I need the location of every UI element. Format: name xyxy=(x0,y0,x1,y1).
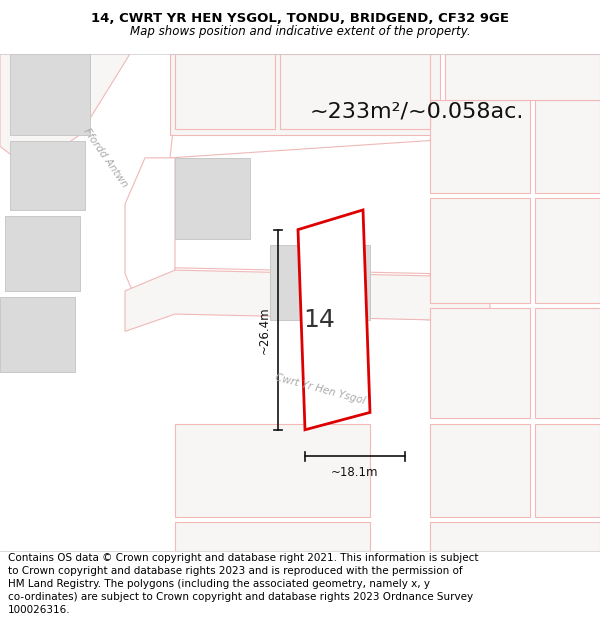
Polygon shape xyxy=(170,94,440,158)
Polygon shape xyxy=(430,424,530,516)
Polygon shape xyxy=(298,210,370,430)
Polygon shape xyxy=(175,54,275,129)
Text: 14, CWRT YR HEN YSGOL, TONDU, BRIDGEND, CF32 9GE: 14, CWRT YR HEN YSGOL, TONDU, BRIDGEND, … xyxy=(91,12,509,25)
Polygon shape xyxy=(0,54,130,169)
Polygon shape xyxy=(5,216,80,291)
Polygon shape xyxy=(430,522,600,551)
Text: ~26.4m: ~26.4m xyxy=(257,306,271,354)
Polygon shape xyxy=(430,100,530,192)
Text: ~18.1m: ~18.1m xyxy=(331,466,379,479)
Text: Cwrt Yr Hen Ysgol: Cwrt Yr Hen Ysgol xyxy=(274,372,366,406)
Text: ~233m²/~0.058ac.: ~233m²/~0.058ac. xyxy=(310,102,524,122)
Polygon shape xyxy=(270,244,370,320)
Text: 14: 14 xyxy=(303,308,335,332)
Text: Contains OS data © Crown copyright and database right 2021. This information is : Contains OS data © Crown copyright and d… xyxy=(8,554,478,614)
Polygon shape xyxy=(535,308,600,418)
Polygon shape xyxy=(535,198,600,302)
Polygon shape xyxy=(535,100,600,192)
Polygon shape xyxy=(10,54,90,135)
Polygon shape xyxy=(175,158,250,239)
Text: Ffordd Antwn: Ffordd Antwn xyxy=(81,126,129,189)
Polygon shape xyxy=(175,522,370,551)
Polygon shape xyxy=(175,268,430,320)
Polygon shape xyxy=(125,270,490,331)
Polygon shape xyxy=(280,54,430,129)
Text: Map shows position and indicative extent of the property.: Map shows position and indicative extent… xyxy=(130,24,470,38)
Polygon shape xyxy=(175,424,370,516)
Polygon shape xyxy=(445,54,600,100)
Polygon shape xyxy=(430,198,530,302)
Polygon shape xyxy=(0,297,75,372)
Polygon shape xyxy=(430,308,530,418)
Polygon shape xyxy=(125,158,175,320)
Polygon shape xyxy=(10,141,85,210)
Polygon shape xyxy=(170,54,440,135)
Polygon shape xyxy=(535,424,600,516)
